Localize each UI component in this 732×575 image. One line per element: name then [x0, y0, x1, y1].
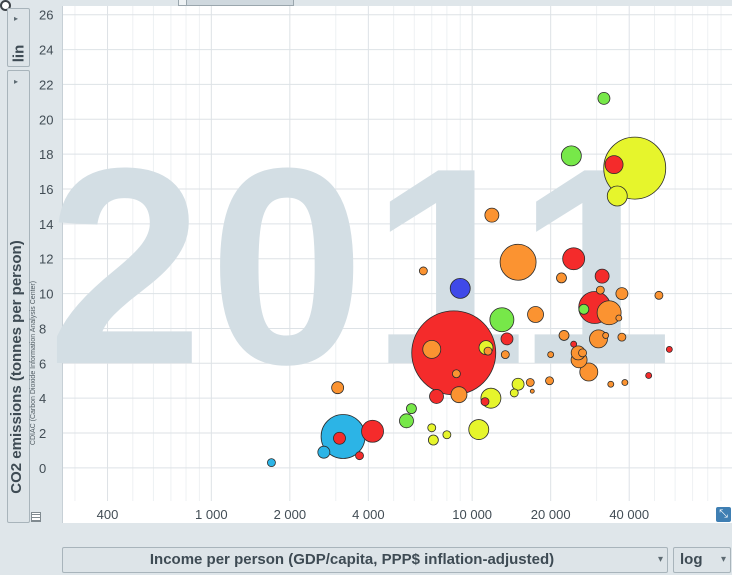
y-scale-selector[interactable]: ▸ lin	[7, 8, 30, 67]
country-bubble[interactable]	[500, 332, 514, 346]
country-bubble[interactable]	[547, 351, 555, 358]
country-bubble[interactable]	[602, 332, 610, 339]
x-tick-label: 20 000	[531, 507, 571, 522]
country-bubble[interactable]	[406, 403, 417, 415]
chevron-down-icon[interactable]: ▾	[657, 554, 663, 565]
country-bubble[interactable]	[615, 314, 623, 322]
magnifier-icon[interactable]	[0, 0, 11, 11]
x-tick-label: 1 000	[195, 507, 228, 522]
country-bubble[interactable]	[617, 332, 627, 342]
country-bubble[interactable]	[570, 340, 578, 348]
country-bubble[interactable]	[595, 285, 605, 295]
y-tick-label: 8	[39, 321, 46, 336]
country-bubble[interactable]	[499, 243, 537, 281]
x-tick-label: 10 000	[452, 507, 492, 522]
country-bubble[interactable]	[267, 458, 276, 468]
country-bubble[interactable]	[529, 388, 535, 394]
country-bubble[interactable]	[594, 268, 610, 284]
country-bubble[interactable]	[483, 346, 493, 356]
y-tick-label: 22	[39, 77, 53, 92]
y-tick-label: 16	[39, 182, 53, 197]
x-scale-selector[interactable]: log ▾	[673, 547, 731, 573]
y-tick-label: 10	[39, 287, 53, 302]
country-bubble[interactable]	[654, 290, 664, 300]
y-tick-label: 4	[39, 391, 46, 406]
country-bubble[interactable]	[603, 136, 667, 200]
country-bubble[interactable]	[645, 372, 653, 379]
country-bubble[interactable]	[511, 377, 525, 391]
country-bubble[interactable]	[579, 362, 599, 382]
country-bubble[interactable]	[597, 91, 611, 105]
country-bubble[interactable]	[399, 413, 414, 429]
y-tick-label: 0	[39, 461, 46, 476]
y-tick-label: 24	[39, 43, 53, 58]
y-tick-label: 6	[39, 356, 46, 371]
country-bubble[interactable]	[468, 419, 490, 440]
country-bubble[interactable]	[331, 381, 345, 395]
country-bubble[interactable]	[596, 300, 622, 326]
top-tab-strip	[0, 0, 732, 6]
country-bubble[interactable]	[427, 423, 437, 433]
country-bubble[interactable]	[558, 330, 570, 341]
y-tick-label: 2	[39, 426, 46, 441]
country-bubble[interactable]	[449, 277, 471, 299]
y-axis-title[interactable]: CO2 emissions (tonnes per person)	[8, 240, 25, 494]
country-bubble[interactable]	[418, 266, 428, 276]
country-bubble[interactable]	[429, 389, 444, 404]
y-tick-label: 26	[39, 8, 53, 23]
country-bubble[interactable]	[607, 380, 615, 388]
y-tick-label: 18	[39, 147, 53, 162]
chevron-down-icon[interactable]: ▾	[720, 554, 726, 565]
x-tick-label: 4 000	[352, 507, 385, 522]
chart-canvas[interactable]: 2011 400 1 000 2 000 4 000 10 000 20 000 40 00…	[39, 6, 732, 523]
country-bubble[interactable]	[427, 434, 439, 446]
expand-button[interactable]: ⤡	[716, 507, 731, 522]
y-tick-label: 20	[39, 112, 53, 127]
y-scale-label[interactable]: lin	[10, 44, 28, 63]
country-bubble[interactable]	[442, 430, 452, 440]
country-bubble[interactable]	[604, 155, 624, 175]
x-axis-title[interactable]: Income per person (GDP/capita, PPP$ infl…	[149, 551, 555, 568]
country-bubble[interactable]	[606, 185, 628, 207]
x-scale-label[interactable]: log	[680, 551, 703, 568]
country-bubble[interactable]	[578, 303, 590, 315]
country-bubble[interactable]	[317, 445, 331, 459]
country-bubble[interactable]	[451, 369, 461, 379]
tab-partial[interactable]	[186, 0, 294, 6]
country-bubble[interactable]	[333, 431, 346, 445]
country-bubble[interactable]	[361, 419, 384, 443]
plot-area[interactable]: 2011 400 1 000 2 000 4 000 10 000 20 000 40 00…	[39, 6, 732, 523]
table-icon[interactable]	[31, 512, 41, 522]
country-bubble[interactable]	[355, 451, 364, 461]
x-indicator-selector[interactable]: Income per person (GDP/capita, PPP$ infl…	[62, 547, 668, 573]
country-bubble[interactable]	[545, 376, 554, 386]
country-bubble[interactable]	[621, 379, 629, 386]
y-tick-label: 12	[39, 252, 53, 267]
country-bubble[interactable]	[489, 307, 515, 333]
country-bubble[interactable]	[562, 247, 586, 271]
country-bubble[interactable]	[527, 306, 544, 323]
x-tick-label: 40 000	[609, 507, 649, 522]
x-tick-label: 400	[97, 507, 119, 522]
country-bubble[interactable]	[480, 397, 490, 407]
country-bubble[interactable]	[422, 339, 442, 359]
country-bubble[interactable]	[525, 378, 535, 387]
country-bubble[interactable]	[450, 386, 468, 404]
country-bubble[interactable]	[665, 345, 673, 353]
country-bubble[interactable]	[578, 348, 587, 358]
country-bubble[interactable]	[556, 272, 567, 284]
country-bubble[interactable]	[560, 145, 582, 167]
country-bubble[interactable]	[509, 388, 519, 398]
x-tick-label: 2 000	[274, 507, 307, 522]
country-bubble[interactable]	[615, 287, 629, 300]
country-bubble[interactable]	[500, 350, 510, 359]
expand-arrow-icon[interactable]: ▸	[14, 77, 19, 86]
expand-arrow-icon[interactable]: ▸	[14, 14, 19, 23]
y-tick-label: 14	[39, 217, 53, 232]
y-indicator-selector[interactable]: ▸ CO2 emissions (tonnes per person)	[7, 70, 30, 523]
country-bubble[interactable]	[484, 207, 500, 223]
